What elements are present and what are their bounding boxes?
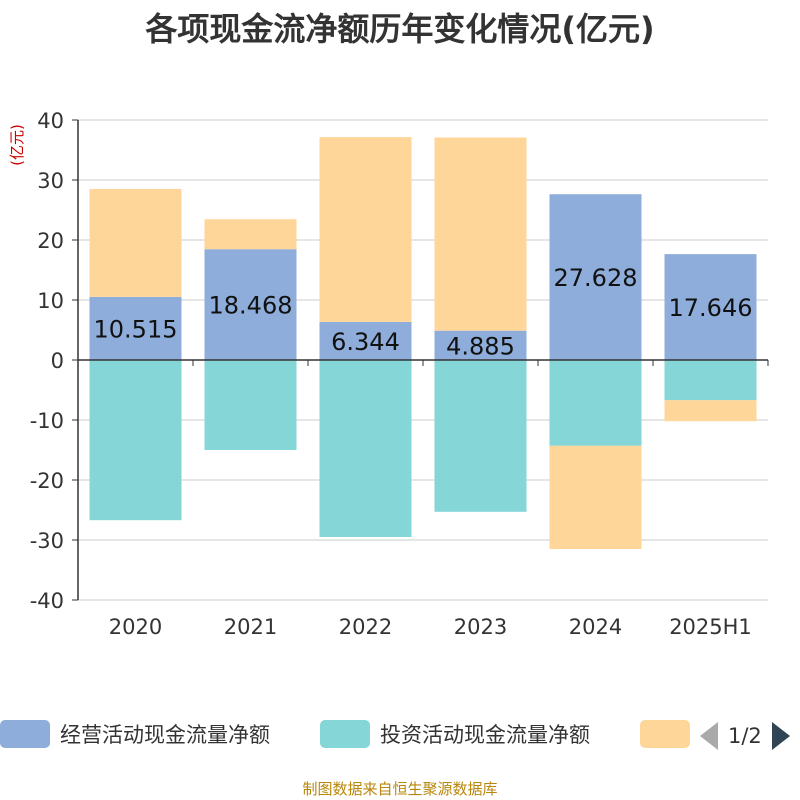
bar-series0-2024: [549, 194, 642, 360]
data-label: 6.344: [331, 328, 400, 356]
bar-series2-2021: [204, 219, 297, 250]
bar-series2-2023: [434, 137, 527, 331]
data-label: 10.515: [94, 315, 178, 343]
bar-series1-2024: [549, 360, 642, 446]
x-tick-label: 2020: [109, 615, 162, 639]
y-tick-label: 20: [37, 229, 64, 253]
source-note: 制图数据来自恒生聚源数据库: [302, 780, 498, 798]
legend-item-financing[interactable]: [640, 718, 690, 750]
legend-label-investing: 投资活动现金流量净额: [380, 723, 590, 747]
next-page-icon[interactable]: [771, 722, 790, 750]
bar-series0-2023: [434, 330, 527, 360]
bar-series1-2023: [434, 360, 527, 512]
legend-item-investing[interactable]: 投资活动现金流量净额: [320, 718, 590, 750]
bar-series2-2024: [549, 445, 642, 549]
y-tick-label: -20: [30, 469, 64, 493]
y-axis-label: (亿元): [8, 124, 26, 166]
y-tick-label: 0: [51, 349, 64, 373]
legend-item-operating[interactable]: 经营活动现金流量净额: [0, 718, 270, 750]
data-label: 18.468: [209, 292, 293, 320]
y-tick-label: -30: [30, 529, 64, 553]
bar-series2-2020: [89, 188, 182, 297]
bar-series1-2021: [204, 360, 297, 450]
data-label: 17.646: [669, 294, 753, 322]
bar-series2-2022: [319, 137, 412, 322]
legend-swatch-financing: [640, 720, 690, 748]
y-tick-label: -40: [30, 589, 64, 613]
prev-page-icon[interactable]: [700, 722, 718, 750]
legend-page-indicator: 1/2: [728, 724, 762, 748]
legend-pager: 1/2: [700, 720, 790, 752]
x-tick-label: 2025H1: [669, 615, 752, 639]
bar-series0-2021: [204, 249, 297, 360]
x-tick-label: 2023: [454, 615, 507, 639]
data-label: 4.885: [446, 332, 515, 360]
bar-series1-2025H1: [664, 360, 757, 401]
x-tick-label: 2024: [569, 615, 622, 639]
chart-plot: 40 30 20 10 0 -10 -20 -30 -40 (亿元) 10.515 2020 18.46…: [8, 109, 769, 639]
bar-series0-2022: [319, 321, 412, 360]
y-tick-label: 10: [37, 289, 64, 313]
x-tick-label: 2022: [339, 615, 392, 639]
legend: 经营活动现金流量净额 投资活动现金流量净额 1/2: [0, 712, 800, 760]
bar-series0-2020: [89, 296, 182, 360]
bar-series1-2022: [319, 360, 412, 537]
legend-swatch-investing: [320, 720, 370, 748]
data-label: 27.628: [554, 264, 638, 292]
y-tick-label: 40: [37, 109, 64, 133]
bar-series2-2025H1: [664, 400, 757, 422]
legend-label-operating: 经营活动现金流量净额: [60, 723, 270, 747]
x-tick-label: 2021: [224, 615, 277, 639]
y-tick-label: 30: [37, 169, 64, 193]
bar-series1-2020: [89, 360, 182, 521]
y-tick-label: -10: [30, 409, 64, 433]
chart-title: 各项现金流净额历年变化情况(亿元): [145, 10, 655, 48]
legend-swatch-operating: [0, 720, 50, 748]
bar-series0-2025H1: [664, 254, 757, 360]
